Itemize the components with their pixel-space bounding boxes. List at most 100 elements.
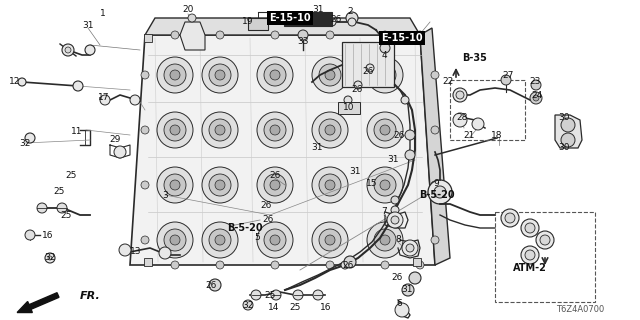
Circle shape	[187, 25, 197, 35]
Text: 10: 10	[343, 103, 355, 113]
Circle shape	[328, 18, 336, 26]
Text: 6: 6	[396, 300, 402, 308]
Text: 20: 20	[182, 5, 194, 14]
Bar	[144, 34, 152, 42]
Bar	[144, 258, 152, 266]
Circle shape	[171, 31, 179, 39]
Circle shape	[209, 64, 231, 86]
Polygon shape	[130, 35, 435, 265]
Circle shape	[380, 43, 390, 53]
Circle shape	[298, 30, 308, 40]
Circle shape	[141, 181, 149, 189]
Circle shape	[243, 300, 253, 310]
Circle shape	[202, 167, 238, 203]
Circle shape	[525, 250, 535, 260]
Circle shape	[215, 235, 225, 245]
Circle shape	[387, 212, 403, 228]
Text: FR.: FR.	[80, 291, 100, 301]
Circle shape	[533, 95, 539, 101]
Text: 1: 1	[100, 10, 106, 19]
Text: 32: 32	[19, 139, 31, 148]
Text: 3: 3	[162, 190, 168, 199]
Circle shape	[73, 81, 83, 91]
Circle shape	[100, 95, 110, 105]
Text: B-5-20: B-5-20	[227, 223, 263, 233]
Circle shape	[380, 70, 390, 80]
Circle shape	[270, 125, 280, 135]
Circle shape	[202, 222, 238, 258]
Text: 11: 11	[71, 127, 83, 137]
Circle shape	[381, 31, 389, 39]
Circle shape	[209, 229, 231, 251]
Polygon shape	[180, 22, 205, 50]
Circle shape	[141, 236, 149, 244]
Text: 21: 21	[463, 132, 475, 140]
Text: 31: 31	[349, 167, 361, 177]
Circle shape	[319, 119, 341, 141]
Text: 28: 28	[456, 114, 468, 123]
Circle shape	[216, 31, 224, 39]
Text: 26: 26	[351, 85, 363, 94]
Text: E-15-10: E-15-10	[381, 33, 423, 43]
Circle shape	[380, 235, 390, 245]
Circle shape	[170, 235, 180, 245]
Circle shape	[380, 180, 390, 190]
Text: 9: 9	[433, 179, 439, 188]
Text: 26: 26	[394, 131, 404, 140]
Circle shape	[319, 174, 341, 196]
Circle shape	[325, 70, 335, 80]
Circle shape	[312, 222, 348, 258]
Circle shape	[501, 75, 511, 85]
Circle shape	[271, 261, 279, 269]
Text: 16: 16	[42, 230, 54, 239]
Text: 25: 25	[264, 291, 276, 300]
Text: ATM-2: ATM-2	[513, 263, 547, 273]
Circle shape	[381, 261, 389, 269]
Circle shape	[434, 186, 446, 198]
Circle shape	[525, 223, 535, 233]
Circle shape	[216, 261, 224, 269]
Circle shape	[28, 136, 32, 140]
Circle shape	[264, 229, 286, 251]
Circle shape	[367, 222, 403, 258]
Circle shape	[374, 174, 396, 196]
Circle shape	[319, 229, 341, 251]
Text: 2: 2	[347, 7, 353, 17]
Text: 8: 8	[395, 236, 401, 244]
Circle shape	[188, 14, 196, 22]
Circle shape	[25, 133, 35, 143]
Polygon shape	[555, 115, 582, 148]
Circle shape	[159, 247, 171, 259]
Circle shape	[251, 290, 261, 300]
Circle shape	[505, 213, 515, 223]
Circle shape	[431, 181, 439, 189]
Circle shape	[428, 180, 452, 204]
Circle shape	[374, 229, 396, 251]
Circle shape	[416, 31, 424, 39]
Circle shape	[431, 126, 439, 134]
Circle shape	[271, 31, 279, 39]
Circle shape	[453, 88, 467, 102]
Circle shape	[472, 118, 484, 130]
Circle shape	[215, 180, 225, 190]
Circle shape	[157, 57, 193, 93]
Circle shape	[257, 167, 293, 203]
Text: 26: 26	[391, 274, 403, 283]
Text: 16: 16	[320, 302, 332, 311]
Circle shape	[521, 219, 539, 237]
Text: 18: 18	[492, 131, 503, 140]
Circle shape	[561, 118, 575, 132]
Circle shape	[391, 206, 399, 214]
Circle shape	[209, 174, 231, 196]
Circle shape	[561, 133, 575, 147]
Circle shape	[57, 203, 67, 213]
Circle shape	[312, 112, 348, 148]
Polygon shape	[145, 18, 420, 35]
Text: 5: 5	[254, 234, 260, 243]
Circle shape	[402, 284, 414, 296]
Circle shape	[326, 261, 334, 269]
Text: 26: 26	[260, 201, 272, 210]
Text: 25: 25	[65, 171, 77, 180]
Circle shape	[257, 57, 293, 93]
FancyArrow shape	[17, 293, 59, 313]
